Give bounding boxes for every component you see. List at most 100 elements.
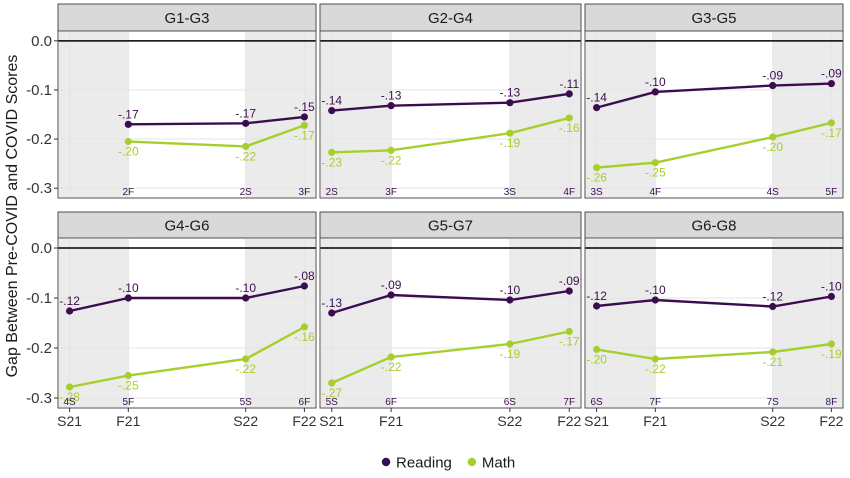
data-point-reading: [506, 296, 514, 304]
data-label-reading: -.14: [586, 91, 607, 105]
y-tick-label: -0.3: [26, 390, 52, 407]
spring-shade-band: [586, 239, 656, 407]
grade-label: 8F: [826, 397, 838, 408]
data-point-reading: [565, 90, 573, 98]
panel-g5-g7: G5-G7 -.13 -.09 -.10 -.09 -.27 -.22 -.19 -.17 5S 6…: [319, 211, 582, 409]
data-point-math: [827, 340, 835, 348]
data-label-reading: -.09: [821, 67, 842, 81]
data-label-math: -.25: [118, 379, 139, 393]
data-label-reading: -.12: [762, 290, 783, 304]
strip-header: [584, 3, 844, 32]
x-tick-label: F22: [819, 413, 843, 429]
x-tick-label: S21: [57, 413, 82, 429]
grade-label: 3F: [385, 187, 397, 198]
data-label-math: -.17: [294, 128, 315, 142]
grade-label: 7S: [767, 397, 780, 408]
data-point-reading: [651, 296, 659, 304]
x-tick-label: S22: [497, 413, 522, 429]
data-label-reading: -.10: [235, 281, 256, 295]
data-label-reading: -.13: [500, 86, 521, 100]
data-point-math: [300, 323, 308, 331]
grade-label: 4F: [649, 187, 661, 198]
strip-header: [319, 211, 582, 239]
data-point-reading: [242, 119, 250, 127]
x-tick-label: S22: [233, 413, 258, 429]
data-label-reading: -.11: [559, 77, 579, 91]
data-label-math: -.20: [118, 145, 139, 159]
panel-title: G5-G7: [428, 218, 473, 235]
grade-label: 2S: [240, 187, 253, 198]
x-tick-label: S21: [319, 413, 344, 429]
data-point-math: [66, 383, 74, 391]
data-point-math: [565, 327, 573, 336]
series-line-math: [69, 325, 305, 389]
data-label-math: -.17: [559, 335, 580, 349]
data-label-math: -.21: [762, 355, 783, 369]
spring-shade-band: [59, 239, 129, 407]
series-line-reading: [331, 92, 570, 112]
panel-title: G6-G8: [691, 218, 736, 235]
x-tick-label: F21: [379, 413, 403, 429]
series-line-math: [331, 116, 570, 154]
series-line-math: [331, 330, 570, 385]
data-label-math: -.22: [381, 153, 402, 167]
data-point-reading: [328, 309, 336, 317]
data-label-math: -.23: [321, 155, 342, 169]
y-tick-label: -0.1: [26, 290, 52, 307]
series-line-reading: [596, 82, 832, 109]
spring-shade-band: [59, 32, 129, 197]
data-point-reading: [387, 291, 395, 299]
grade-label: 5S: [326, 397, 339, 408]
spring-shade-band: [245, 239, 315, 407]
data-label-reading: -.09: [559, 274, 580, 288]
data-label-reading: -.10: [645, 75, 666, 89]
data-label-reading: -.12: [59, 294, 80, 308]
legend-label-reading: Reading: [396, 455, 452, 472]
data-point-reading: [124, 294, 132, 302]
data-point-math: [387, 146, 395, 154]
x-tick-label: F21: [116, 413, 140, 429]
series-line-reading: [69, 284, 305, 313]
panel-title: G1-G3: [164, 10, 209, 27]
data-label-reading: -.17: [118, 107, 139, 121]
panel-title: G4-G6: [164, 218, 209, 235]
data-label-reading: -.10: [118, 281, 139, 295]
data-point-reading: [328, 106, 336, 115]
grade-label: 5F: [122, 397, 134, 408]
data-label-math: -.22: [645, 362, 666, 376]
grade-label: 3S: [590, 187, 603, 198]
grade-label: 2S: [326, 187, 339, 198]
x-tick-label: F22: [557, 413, 581, 429]
data-label-math: -.19: [500, 347, 521, 361]
axes: 0.0 -0.1 -0.2 -0.3 0.0 -0.1 -0.2 -0.3 S21 F21 S22 F…: [26, 33, 844, 429]
data-point-reading: [827, 79, 835, 88]
data-label-math: -.22: [235, 149, 256, 163]
grade-label: 4S: [63, 397, 76, 408]
grade-label: 6F: [385, 397, 397, 408]
grade-label: 6F: [299, 397, 311, 408]
series-line-reading: [331, 289, 570, 315]
strip-header: [57, 3, 317, 32]
data-label-math: -.25: [645, 166, 666, 180]
panel-g3-g5: G3-G5 -.14 -.10 -.09 -.09 -.26 -.25 -.20 -.17 3S 4…: [584, 3, 844, 199]
data-label-reading: -.17: [235, 106, 256, 120]
grade-label: 7F: [563, 397, 575, 408]
grade-label: 2F: [122, 187, 134, 198]
panel-g2-g4: G2-G4 -.14 -.13 -.13 -.11 -.23 -.22 -.19 -.16 2S 3…: [319, 3, 582, 199]
data-point-math: [651, 159, 659, 167]
data-label-reading: -.10: [645, 283, 666, 297]
grade-label: 6S: [590, 397, 603, 408]
data-point-reading: [565, 287, 573, 295]
strip-header: [584, 211, 844, 239]
data-label-reading: -.13: [321, 296, 342, 310]
data-point-math: [565, 114, 573, 122]
series-line-math: [596, 121, 832, 169]
data-label-math: -.22: [235, 362, 256, 376]
data-label-math: -.16: [559, 121, 580, 135]
x-tick-label: S22: [760, 413, 785, 429]
legend-label-math: Math: [482, 455, 515, 472]
data-point-math: [593, 163, 601, 172]
panel-title: G3-G5: [691, 10, 736, 27]
data-point-math: [769, 348, 777, 356]
